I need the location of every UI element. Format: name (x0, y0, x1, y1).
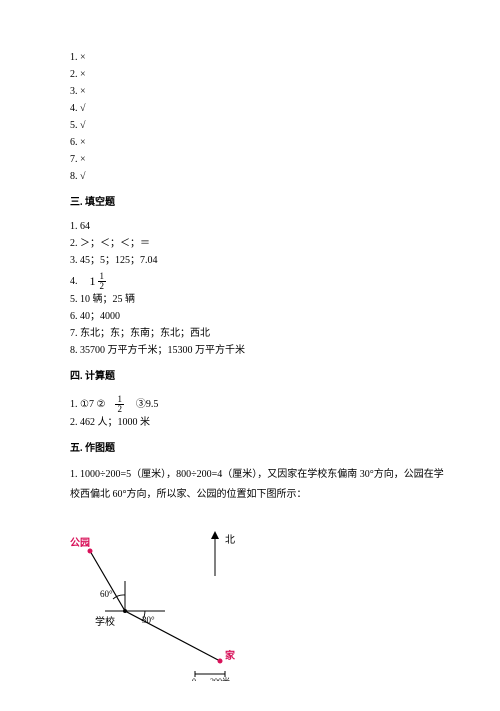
calc-prefix: 1. ①7 ② (70, 397, 105, 413)
fill-answers: 1. 64 2. ＞；＜；＜；＝ 3. 45；5；125；7.04 4. 1 1… (70, 219, 445, 359)
fill-item-4-prefix: 4. (70, 274, 78, 290)
direction-diagram: 北 学校 公园 家 60° 30° 0 (70, 521, 260, 681)
fill-item: 2. ＞；＜；＜；＝ (70, 236, 445, 252)
draw-text: 1. 1000÷200=5（厘米），800÷200=4（厘米），又因家在学校东偏… (70, 465, 445, 505)
angle-60: 60° (100, 589, 113, 599)
fraction: 1 2 (98, 272, 107, 291)
fill-item: 6. 40；4000 (70, 309, 445, 325)
school-label: 学校 (95, 615, 115, 628)
judge-item: 7. × (70, 152, 445, 168)
fill-item: 5. 10 辆；25 辆 (70, 292, 445, 308)
calc-line2: 2. 462 人；1000 米 (70, 415, 445, 431)
section3-title: 三. 填空题 (70, 195, 445, 211)
scale-label: 200米 (210, 676, 230, 681)
judge-item: 1. × (70, 50, 445, 66)
fill-item-4: 4. 1 1 2 (70, 272, 108, 291)
home-label: 家 (225, 649, 236, 662)
judge-item: 3. × (70, 84, 445, 100)
fill-item: 1. 64 (70, 219, 445, 235)
north-label: 北 (225, 534, 235, 546)
section5-title: 五. 作图题 (70, 441, 445, 457)
fill-item-4-whole: 1 (90, 272, 96, 291)
fraction-den: 2 (115, 405, 124, 414)
fill-item: 8. 35700 万平方千米；15300 万平方千米 (70, 343, 445, 359)
park-label: 公园 (70, 537, 90, 549)
section4-title: 四. 计算题 (70, 369, 445, 385)
scale-zero: 0 (192, 677, 196, 681)
calc-suffix: ③9.5 (126, 397, 159, 413)
angle-30: 30° (142, 615, 155, 625)
judge-item: 6. × (70, 135, 445, 151)
calc-line1: 1. ①7 ② 1 2 ③9.5 (70, 395, 158, 414)
fraction: 1 2 (115, 395, 124, 414)
judge-item: 4. √ (70, 101, 445, 117)
judge-item: 8. √ (70, 169, 445, 185)
judge-item: 5. √ (70, 118, 445, 134)
fraction-den: 2 (98, 282, 107, 291)
calc-answers: 1. ①7 ② 1 2 ③9.5 2. 462 人；1000 米 (70, 393, 445, 431)
judge-item: 2. × (70, 67, 445, 83)
fill-item: 7. 东北；东；东南；东北；西北 (70, 326, 445, 342)
fill-item: 3. 45；5；125；7.04 (70, 253, 445, 269)
judge-answers: 1. × 2. × 3. × 4. √ 5. √ 6. × 7. × 8. √ (70, 50, 445, 185)
